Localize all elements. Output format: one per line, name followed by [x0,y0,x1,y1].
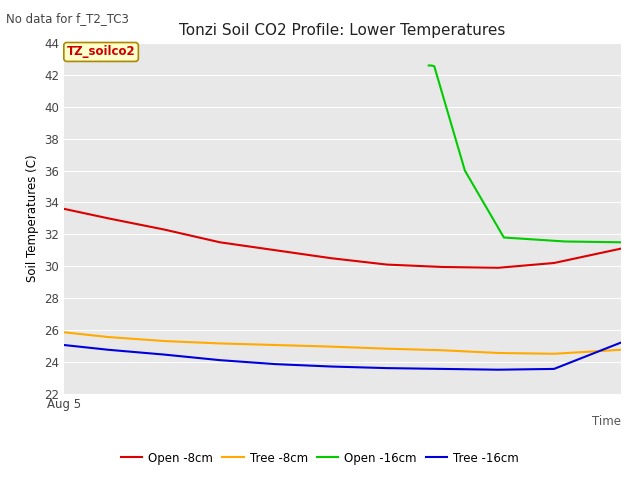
Title: Tonzi Soil CO2 Profile: Lower Temperatures: Tonzi Soil CO2 Profile: Lower Temperatur… [179,23,506,38]
Legend: Open -8cm, Tree -8cm, Open -16cm, Tree -16cm: Open -8cm, Tree -8cm, Open -16cm, Tree -… [116,447,524,469]
Text: No data for f_T2_TC3: No data for f_T2_TC3 [6,12,129,25]
Text: Time: Time [592,415,621,428]
Y-axis label: Soil Temperatures (C): Soil Temperatures (C) [26,155,38,282]
Text: TZ_soilco2: TZ_soilco2 [67,46,136,59]
